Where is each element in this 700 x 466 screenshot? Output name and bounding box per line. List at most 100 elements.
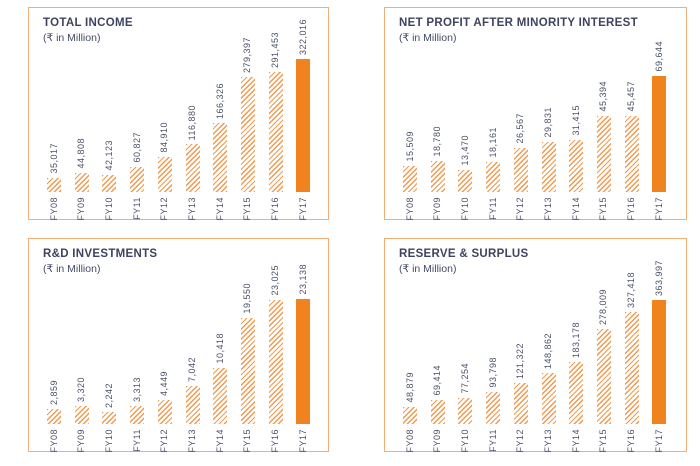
bar-value-label: 18,780 — [432, 126, 443, 157]
bar-fy09 — [430, 400, 445, 424]
chart-title-reserve-surplus: RESERVE & SURPLUS — [399, 248, 529, 260]
bar-value-label: 45,394 — [598, 81, 609, 112]
x-axis-label-fy12: FY12 — [159, 196, 170, 221]
bar-fy14 — [213, 123, 228, 192]
bar-chart-total-income: 35,017 FY08 44,808 FY09 42,123 FY10 60,827 FY11… — [29, 8, 328, 221]
bar-value-label: 15,509 — [404, 131, 415, 162]
bar-value-label: 42,123 — [103, 140, 114, 171]
x-axis-label-fy08: FY08 — [48, 196, 59, 221]
bar-value-label: 2,859 — [48, 379, 59, 405]
bar-fy15 — [596, 329, 611, 424]
bar-value-label: 29,831 — [543, 107, 553, 138]
bar-value-label: 18,161 — [487, 127, 498, 158]
bar-fy15 — [596, 116, 611, 192]
bar-value-label: 45,457 — [626, 81, 637, 112]
chart-subtitle-currency-unit: (₹ in Million) — [43, 32, 101, 44]
bar-value-label: 166,326 — [214, 82, 225, 119]
bar-value-label: 23,138 — [297, 264, 308, 295]
bar-value-label: 327,418 — [626, 271, 637, 308]
chart-title-net-profit: NET PROFIT AFTER MINORITY INTEREST — [399, 17, 638, 29]
x-axis-label-fy12: FY12 — [515, 428, 526, 453]
x-axis-label-fy10: FY10 — [459, 428, 470, 453]
x-axis-label-fy17: FY17 — [653, 428, 664, 453]
bar-fy16 — [624, 116, 639, 192]
bar-value-label: 3,313 — [131, 376, 142, 402]
x-axis-label-fy17: FY17 — [297, 196, 308, 221]
panel-rd-investments: R&D INVESTMENTS (₹ in Million) 2,859 FY08… — [28, 238, 329, 452]
x-axis-label-fy15: FY15 — [598, 428, 609, 453]
x-axis-label-fy10: FY10 — [459, 196, 470, 221]
x-axis-label-fy16: FY16 — [270, 428, 281, 453]
bar-fy16 — [268, 300, 283, 424]
bar-fy16 — [624, 312, 639, 424]
x-axis-label-fy15: FY15 — [598, 196, 609, 221]
x-axis-label-fy10: FY10 — [103, 196, 114, 221]
x-axis-label-fy10: FY10 — [103, 428, 114, 453]
bar-value-label: 148,862 — [543, 332, 553, 369]
bar-chart-rd-investments: 2,859 FY08 3,320 FY09 2,242 FY10 3,313 FY11 4,44… — [29, 239, 328, 453]
x-axis-label-fy09: FY09 — [432, 428, 443, 453]
bar-value-label: 31,415 — [570, 105, 581, 136]
bar-chart-reserve-surplus: 48,879 FY08 69,414 FY09 77,254 FY10 93,798 FY11… — [385, 239, 686, 453]
chart-title-rd-investments: R&D INVESTMENTS — [43, 248, 158, 260]
bar-fy14 — [569, 140, 584, 192]
bar-fy12 — [513, 383, 528, 424]
bar-fy10 — [458, 398, 473, 424]
x-axis-label-fy11: FY11 — [131, 196, 142, 220]
bar-value-label: 69,414 — [432, 365, 443, 396]
bar-fy15 — [240, 77, 255, 192]
bar-fy09 — [430, 161, 445, 192]
bar-value-label: 26,567 — [515, 113, 526, 144]
x-axis-label-fy15: FY15 — [242, 196, 253, 221]
bar-chart-net-profit: 15,509 FY08 18,780 FY09 13,470 FY10 18,161 FY11… — [385, 8, 686, 221]
bar-fy17 — [296, 299, 311, 424]
bar-fy15 — [240, 318, 255, 424]
bar-fy13 — [185, 386, 200, 424]
bar-fy12 — [157, 157, 172, 192]
x-axis-label-fy08: FY08 — [404, 196, 415, 221]
bar-value-label: 23,025 — [270, 265, 281, 296]
bar-value-label: 279,397 — [242, 36, 253, 73]
bar-value-label: 116,880 — [187, 104, 197, 140]
bar-fy14 — [213, 368, 228, 424]
x-axis-label-fy12: FY12 — [515, 196, 526, 221]
bar-fy08 — [403, 407, 417, 424]
bar-fy09 — [74, 406, 89, 424]
bar-fy17 — [652, 76, 667, 192]
chart-subtitle-currency-unit: (₹ in Million) — [399, 263, 457, 275]
bar-fy17 — [296, 59, 311, 192]
bar-value-label: 4,449 — [159, 370, 170, 396]
bar-value-label: 93,798 — [487, 357, 498, 388]
panel-reserve-and-surplus: RESERVE & SURPLUS (₹ in Million) 48,879 F… — [384, 238, 687, 452]
chart-title-total-income: TOTAL INCOME — [43, 17, 133, 29]
panel-total-income: TOTAL INCOME (₹ in Million) 35,017 FY08 44… — [28, 7, 329, 220]
bar-fy13 — [541, 142, 556, 192]
bar-value-label: 44,808 — [76, 138, 87, 169]
x-axis-label-fy15: FY15 — [242, 428, 253, 453]
bar-value-label: 3,320 — [76, 376, 87, 402]
x-axis-label-fy16: FY16 — [626, 428, 637, 453]
bar-fy13 — [541, 373, 556, 424]
x-axis-label-fy16: FY16 — [626, 196, 637, 221]
bar-fy10 — [458, 170, 473, 192]
chart-subtitle-currency-unit: (₹ in Million) — [399, 32, 457, 44]
x-axis-label-fy14: FY14 — [570, 196, 581, 221]
bar-value-label: 291,453 — [270, 31, 281, 68]
bar-value-label: 7,042 — [187, 356, 197, 382]
bar-fy17 — [652, 300, 667, 424]
bar-value-label: 121,322 — [515, 342, 526, 379]
x-axis-label-fy13: FY13 — [187, 428, 197, 453]
bar-fy08 — [403, 166, 417, 192]
bar-value-label: 2,242 — [103, 382, 114, 408]
bar-fy11 — [130, 167, 145, 192]
x-axis-label-fy13: FY13 — [543, 196, 553, 221]
bar-fy10 — [102, 175, 117, 192]
x-axis-label-fy14: FY14 — [214, 196, 225, 221]
bar-value-label: 84,910 — [159, 122, 170, 153]
x-axis-label-fy13: FY13 — [187, 196, 197, 221]
x-axis-label-fy17: FY17 — [653, 196, 664, 221]
x-axis-label-fy13: FY13 — [543, 428, 553, 453]
bar-value-label: 13,470 — [459, 135, 470, 166]
x-axis-label-fy14: FY14 — [570, 428, 581, 453]
x-axis-label-fy14: FY14 — [214, 428, 225, 453]
